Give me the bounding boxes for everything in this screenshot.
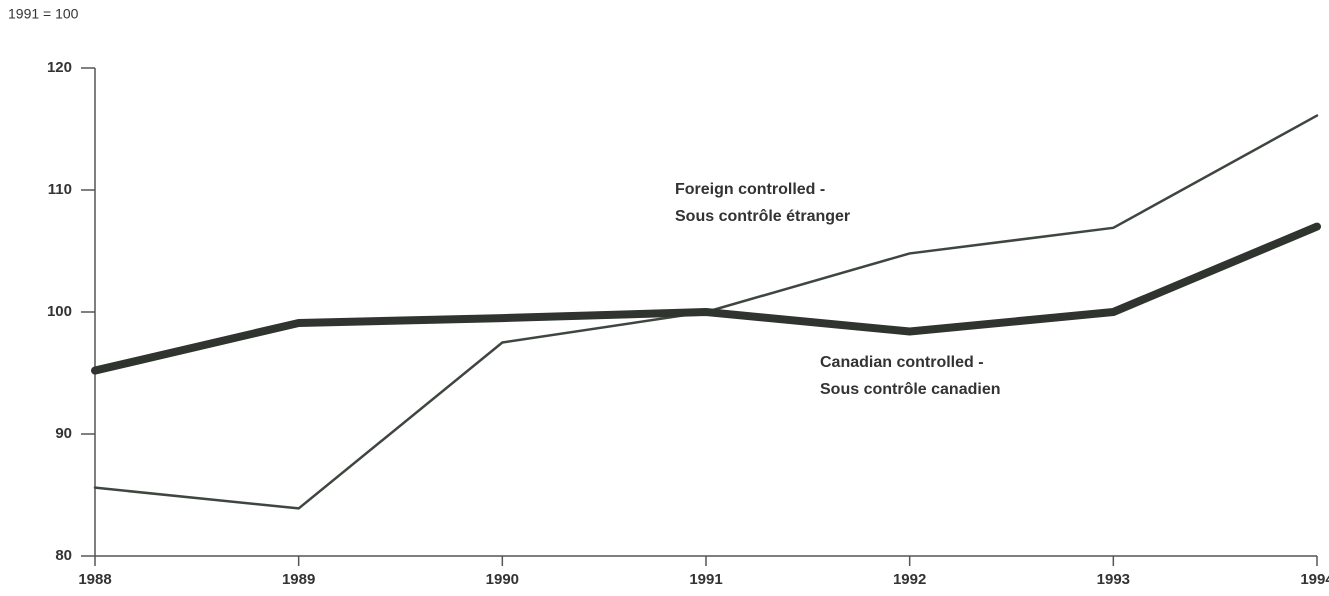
series-label: Canadian controlled - xyxy=(820,354,984,371)
series-label: Sous contrôle canadien xyxy=(820,381,1000,398)
x-tick-label: 1994 xyxy=(1300,571,1329,588)
series-line xyxy=(91,222,1321,375)
x-tick-label: 1988 xyxy=(78,571,111,588)
y-tick-label: 80 xyxy=(55,547,72,564)
x-tick-label: 1989 xyxy=(282,571,315,588)
y-axis-label: 1991 = 100 xyxy=(8,6,79,22)
y-tick-label: 90 xyxy=(55,425,72,442)
x-tick-label: 1990 xyxy=(486,571,519,588)
x-tick-label: 1992 xyxy=(893,571,926,588)
x-tick-label: 1991 xyxy=(689,571,722,588)
y-tick-label: 110 xyxy=(48,181,72,198)
x-tick-label: 1993 xyxy=(1097,571,1130,588)
series-label: Sous contrôle étranger xyxy=(675,208,850,225)
series-label: Foreign controlled - xyxy=(675,181,825,198)
y-tick-label: 100 xyxy=(47,303,72,320)
y-tick-label: 120 xyxy=(47,59,72,76)
